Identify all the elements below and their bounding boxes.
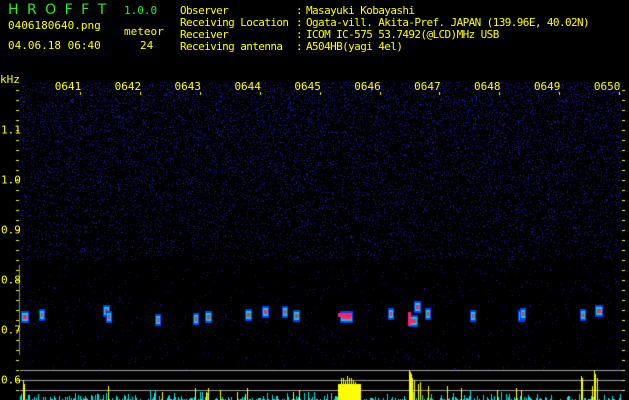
time-tick-label: 0649: [533, 80, 561, 93]
meteor-label: meteor: [124, 25, 164, 38]
time-tick-label: 0648: [474, 80, 501, 93]
receiver-value: ICOM IC-575 53.7492(@LCD)MHz USB: [306, 28, 499, 41]
app-title: H R O F F T: [8, 2, 109, 18]
file-name: 0406180640.png: [8, 19, 101, 32]
time-tick-label: 0646: [354, 80, 381, 93]
time-tick-label: 0647: [414, 80, 441, 93]
observer-label: Observer: [180, 4, 229, 17]
time-tick-label: 0643: [174, 80, 202, 93]
separator: :: [296, 28, 303, 41]
time-tick-label: 0650: [593, 80, 621, 93]
y-tick-label: 0.6: [1, 373, 21, 387]
antenna-value: A504HB(yagi 4el): [306, 40, 403, 53]
y-axis-unit: kHz: [0, 73, 20, 86]
separator: :: [296, 16, 303, 29]
time-tick-label: 0642: [114, 80, 142, 93]
y-tick-label: 0.9: [1, 223, 21, 237]
file-datetime: 04.06.18 06:40: [8, 39, 101, 52]
y-tick-label: 0.8: [1, 273, 21, 287]
y-tick-label: 0.7: [1, 323, 21, 337]
time-tick-label: 0641: [54, 80, 82, 93]
receiver-label: Receiver: [180, 28, 229, 41]
y-tick-label: 1.0: [1, 173, 21, 187]
separator: :: [296, 40, 303, 53]
y-tick-label: 1.1: [1, 123, 21, 137]
app-version: 1.0.0: [124, 4, 158, 17]
time-tick-label: 0644: [234, 80, 261, 93]
antenna-label: Receiving antenna: [180, 40, 283, 53]
time-tick-label: 0645: [294, 80, 321, 93]
location-label: Receiving Location: [180, 16, 289, 29]
observer-value: Masayuki Kobayashi: [306, 4, 415, 17]
separator: :: [296, 4, 303, 17]
location-value: Ogata-vill. Akita-Pref. JAPAN (139.96E, …: [306, 16, 590, 29]
meteor-count: 24: [140, 39, 154, 52]
